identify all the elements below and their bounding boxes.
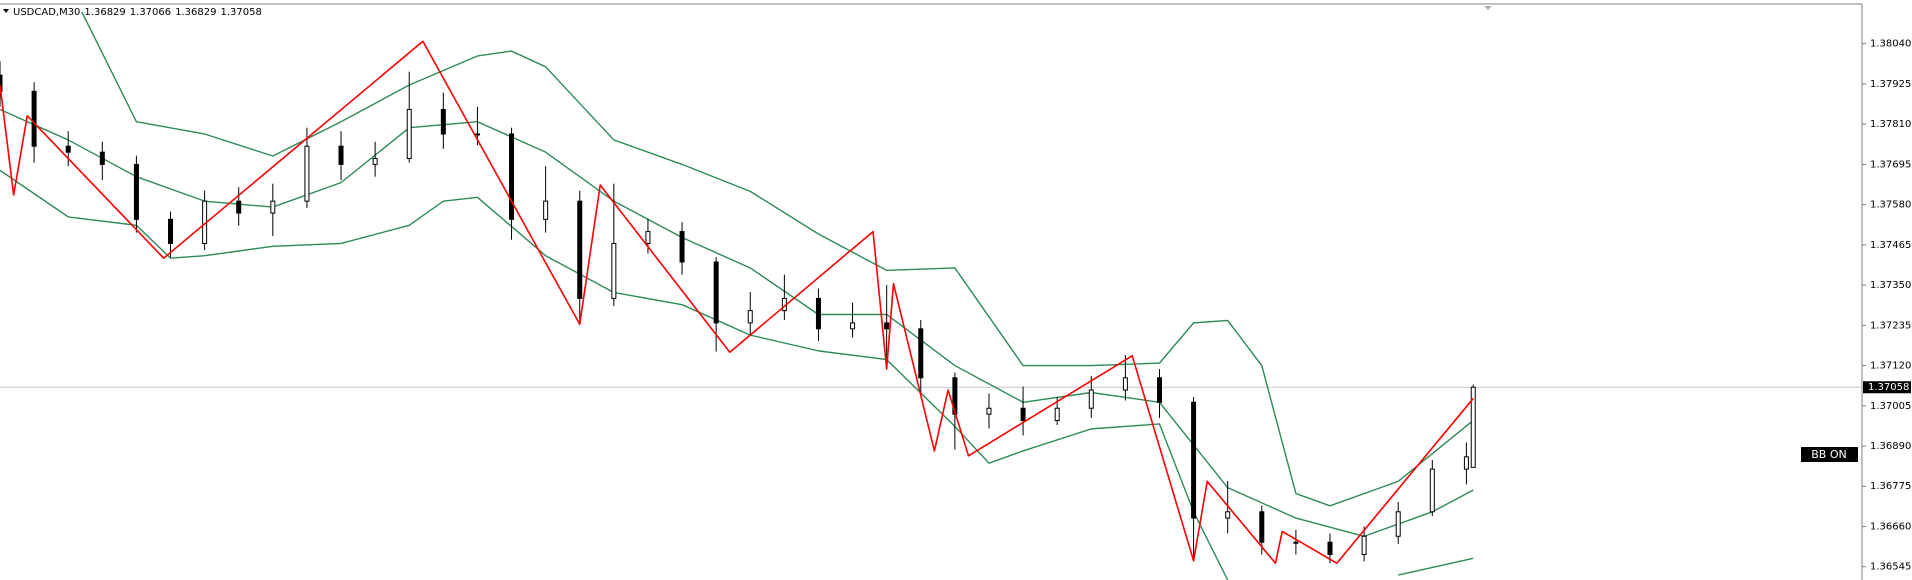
- candle-body: [0, 74, 3, 92]
- y-tick-label: 1.37120: [1870, 361, 1911, 372]
- candle-body: [1020, 407, 1026, 421]
- y-tick-label: 1.38040: [1870, 39, 1911, 50]
- scroll-marker: [1484, 6, 1492, 10]
- candle-body: [679, 231, 685, 263]
- candle-body: [440, 108, 446, 135]
- candle-body: [338, 145, 344, 165]
- candle-body: [1156, 377, 1162, 403]
- candle-body: [1259, 511, 1265, 543]
- candle-body: [270, 200, 276, 214]
- price-label: 1.37058: [1868, 382, 1909, 393]
- candle-body: [133, 163, 139, 220]
- upper-band: [81, 11, 1474, 507]
- candle-body: [1088, 389, 1094, 409]
- annotation-text: BB ON: [1811, 448, 1846, 461]
- y-tick-label: 1.37580: [1870, 200, 1911, 211]
- candle-body: [304, 145, 310, 202]
- candle-body: [713, 261, 719, 324]
- candle-body: [986, 407, 992, 415]
- candle-body: [645, 231, 651, 244]
- candle-body: [1225, 511, 1231, 519]
- candle-body: [1470, 386, 1476, 468]
- candle-body: [372, 157, 378, 165]
- y-tick-label: 1.37235: [1870, 320, 1911, 331]
- candle-body: [1429, 468, 1435, 513]
- candle-body: [168, 218, 174, 244]
- y-tick-label: 1.36545: [1870, 562, 1911, 573]
- y-tick-label: 1.37465: [1870, 240, 1911, 251]
- symbol: USDCAD,M30: [13, 7, 80, 18]
- candle-body: [99, 151, 105, 165]
- price-axis: 1.38040 1.37925 1.37810 1.37695 1.37580 1.374…: [1862, 39, 1911, 573]
- y-tick-label: 1.36660: [1870, 521, 1911, 532]
- middle-band: [0, 108, 1474, 537]
- y-tick-label: 1.37925: [1870, 79, 1911, 90]
- header-open: 1.36829: [84, 7, 125, 18]
- y-tick-label: 1.36775: [1870, 481, 1911, 492]
- candle-body: [577, 200, 583, 299]
- plot-area: [0, 11, 1862, 580]
- y-tick-label: 1.37350: [1870, 280, 1911, 291]
- candle-body: [31, 90, 37, 147]
- header-arrow: [3, 9, 9, 13]
- candle-body: [1395, 511, 1401, 537]
- zigzag: [0, 40, 1474, 565]
- header-close: 1.37058: [221, 7, 262, 18]
- candle-body: [1054, 407, 1060, 421]
- y-tick-label: 1.37695: [1870, 159, 1911, 170]
- candle-body: [509, 133, 515, 220]
- candle-body: [1327, 541, 1333, 555]
- candle-body: [918, 328, 924, 379]
- candle-body: [543, 200, 549, 220]
- chart-header: USDCAD,M30 1.36829 1.37066 1.36829 1.37058: [13, 7, 262, 18]
- candle-body: [1122, 377, 1128, 391]
- header-high: 1.37066: [130, 7, 171, 18]
- candle-body: [611, 242, 617, 299]
- annotation-bg: [1801, 447, 1858, 462]
- candle-body: [1293, 541, 1299, 544]
- candle-body: [1361, 535, 1367, 555]
- candle-body: [65, 145, 71, 153]
- price-label-bg: [1863, 381, 1911, 394]
- candle-body: [815, 297, 821, 330]
- header-low: 1.36829: [175, 7, 216, 18]
- candle-body: [747, 310, 753, 324]
- y-tick-label: 1.36890: [1870, 441, 1911, 452]
- y-tick-label: 1.37810: [1870, 119, 1911, 130]
- candle-body: [474, 133, 480, 136]
- candle-body: [1463, 456, 1469, 470]
- annotation-box: BB ON: [1801, 447, 1858, 462]
- candle-body: [1191, 401, 1197, 519]
- candle-body: [850, 322, 856, 330]
- y-tick-label: 1.37005: [1870, 401, 1911, 412]
- candle-body: [884, 322, 890, 330]
- candle-body: [236, 200, 242, 214]
- candle-body: [406, 108, 412, 159]
